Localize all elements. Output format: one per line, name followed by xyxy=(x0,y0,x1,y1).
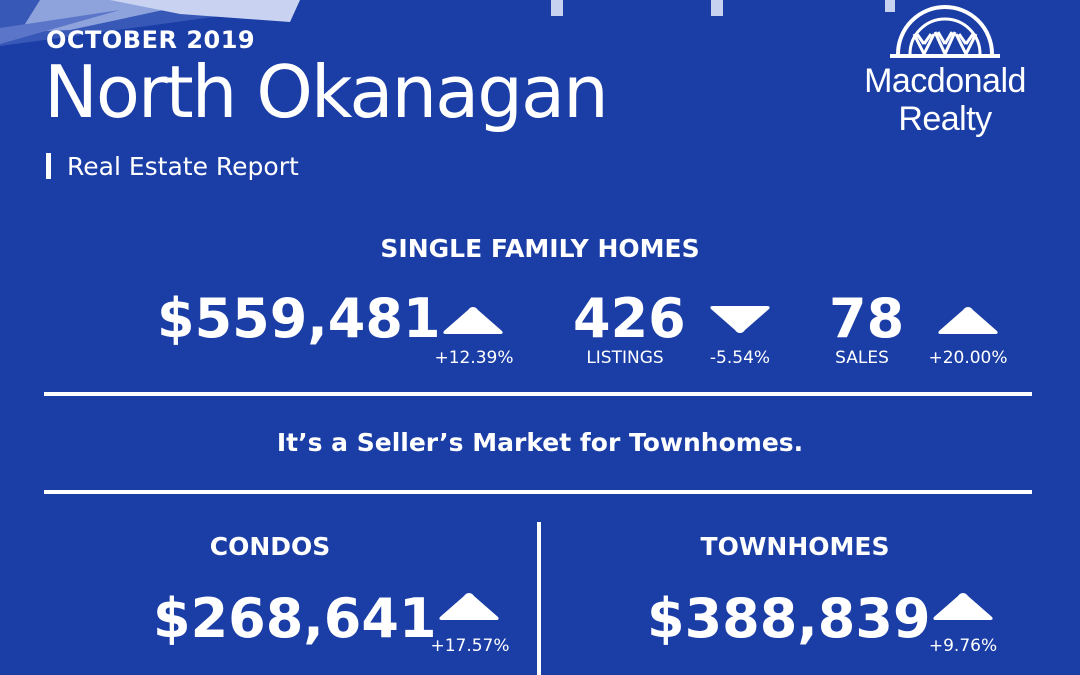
subtitle-text: Real Estate Report xyxy=(67,151,299,181)
sales-change: +20.00% xyxy=(928,348,1008,368)
subtitle-marker xyxy=(46,153,51,179)
sales-label: SALES xyxy=(835,348,889,368)
vertical-divider xyxy=(537,522,541,675)
brand-logo: Macdonald Realty xyxy=(850,4,1040,154)
divider xyxy=(44,490,1032,494)
listings-value: 426 xyxy=(573,287,686,350)
brand-name-line1: Macdonald xyxy=(864,62,1026,100)
townhomes-price: $388,839 xyxy=(647,587,931,650)
decorative-bar xyxy=(711,0,723,16)
condos-heading: CONDOS xyxy=(209,532,331,561)
decorative-bar xyxy=(885,0,895,12)
divider xyxy=(44,392,1032,396)
triangle-up-icon xyxy=(439,593,499,620)
report-subtitle: Real Estate Report xyxy=(46,150,299,182)
condos-price-change: +17.57% xyxy=(430,636,510,656)
fan-arch-logo-icon xyxy=(890,5,1000,58)
townhomes-price-change: +9.76% xyxy=(928,636,998,656)
condos-price: $268,641 xyxy=(153,587,437,650)
decorative-stripes xyxy=(0,0,300,46)
triangle-up-icon xyxy=(933,593,993,620)
triangle-up-icon xyxy=(443,307,503,334)
listings-label: LISTINGS xyxy=(586,348,664,368)
single-family-price-change: +12.39% xyxy=(434,348,514,368)
listings-change: -5.54% xyxy=(709,348,771,368)
townhomes-heading: TOWNHOMES xyxy=(700,532,890,561)
page-title: North Okanagan xyxy=(44,50,609,134)
triangle-down-icon xyxy=(710,306,770,333)
single-family-price: $559,481 xyxy=(157,287,441,350)
sales-value: 78 xyxy=(829,287,905,350)
market-message: It’s a Seller’s Market for Townhomes. xyxy=(276,428,804,457)
decorative-bar xyxy=(551,0,563,16)
brand-name-line2: Realty xyxy=(898,100,992,138)
single-family-heading: SINGLE FAMILY HOMES xyxy=(380,234,700,263)
triangle-up-icon xyxy=(938,307,998,334)
report-date: OCTOBER 2019 xyxy=(46,26,256,54)
